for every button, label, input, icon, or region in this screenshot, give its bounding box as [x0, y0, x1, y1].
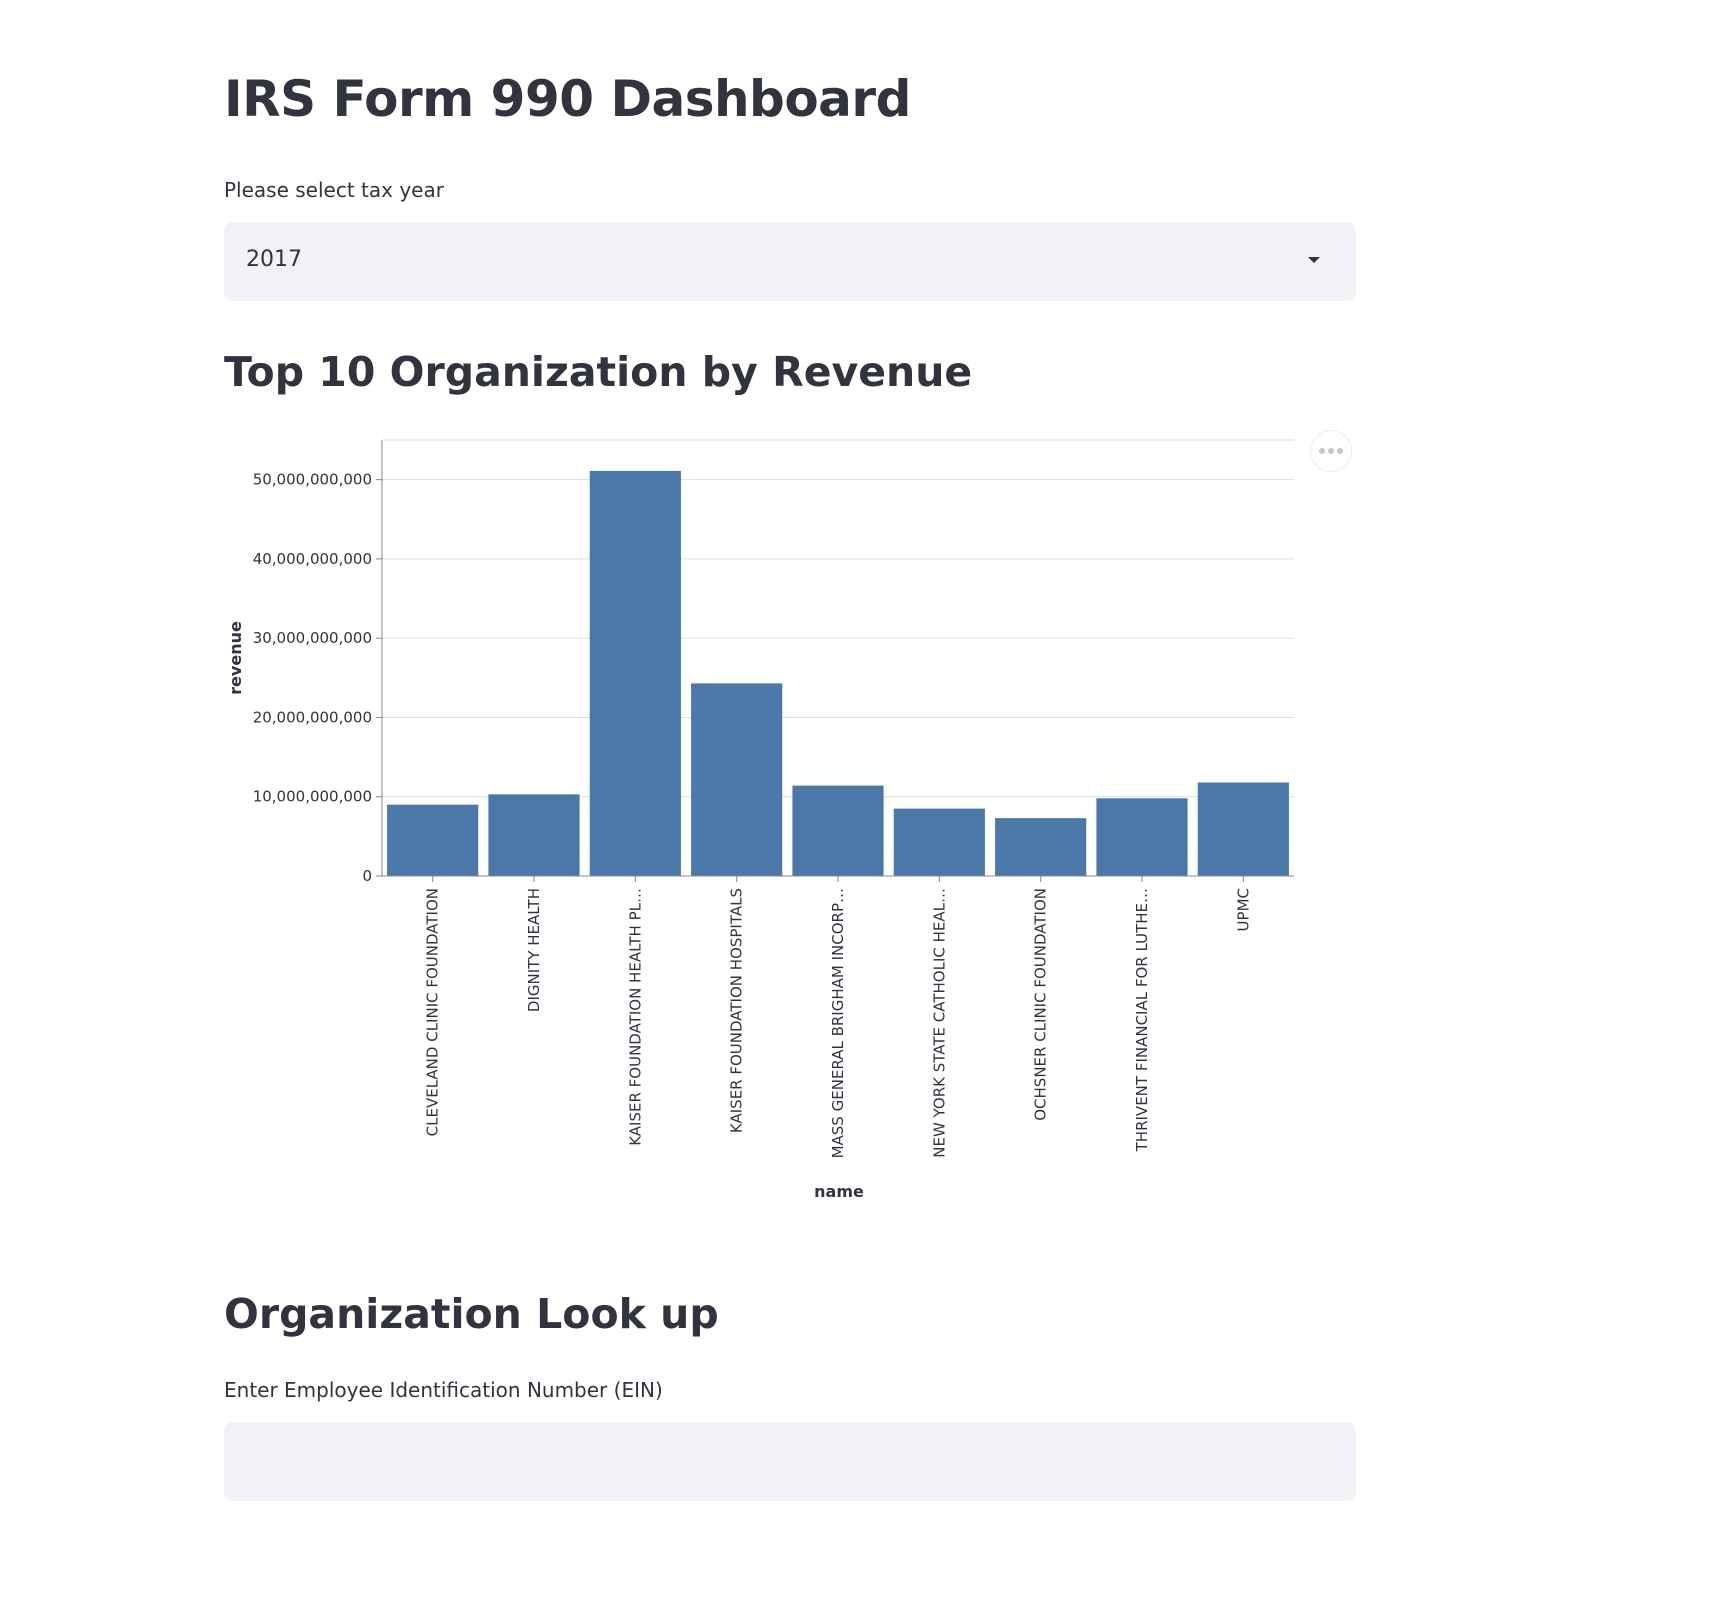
bar[interactable]: [893, 808, 985, 876]
y-tick-label: 30,000,000,000: [253, 629, 372, 647]
more-horizontal-icon: [1319, 448, 1325, 454]
bar[interactable]: [387, 804, 479, 876]
revenue-bar-chart: 0 10,000,000,000 20,000,000,000 30,000,000,…: [226, 439, 1294, 1201]
tax-year-label: Please select tax year: [224, 178, 444, 202]
chart-menu-button[interactable]: [1310, 430, 1352, 472]
bar[interactable]: [589, 470, 681, 876]
bar[interactable]: [1096, 798, 1188, 876]
lookup-section-title: Organization Look up: [224, 1290, 719, 1338]
y-tick-label: 10,000,000,000: [253, 788, 372, 806]
caret-down-icon: [1308, 257, 1320, 263]
bar[interactable]: [995, 818, 1087, 876]
x-tick-label: KAISER FOUNDATION HOSPITALS: [728, 888, 746, 1133]
x-axis-title: name: [814, 1182, 864, 1201]
ein-label: Enter Employee Identification Number (EI…: [224, 1378, 663, 1402]
y-tick-label: 20,000,000,000: [253, 708, 372, 726]
y-tick-label: 50,000,000,000: [253, 471, 372, 489]
tax-year-selected-value: 2017: [246, 247, 302, 272]
x-tick-label: DIGNITY HEALTH: [525, 888, 543, 1012]
x-tick-label: OCHSNER CLINIC FOUNDATION: [1032, 888, 1050, 1121]
bar[interactable]: [488, 794, 580, 876]
y-axis-title: revenue: [226, 621, 245, 695]
x-tick-label: KAISER FOUNDATION HEALTH PL…: [626, 888, 644, 1146]
more-horizontal-icon-dot: [1337, 448, 1343, 454]
more-horizontal-icon-dot: [1328, 448, 1334, 454]
y-tick-label: 0: [362, 867, 372, 885]
ein-input[interactable]: [224, 1422, 1356, 1501]
bar[interactable]: [792, 785, 884, 876]
y-tick-label: 40,000,000,000: [253, 550, 372, 568]
bar[interactable]: [691, 683, 783, 876]
x-tick-label: THRIVENT FINANCIAL FOR LUTHE…: [1133, 888, 1151, 1152]
x-tick-label: CLEVELAND CLINIC FOUNDATION: [424, 888, 442, 1136]
x-tick-label: MASS GENERAL BRIGHAM INCORP…: [829, 888, 847, 1158]
bar[interactable]: [1197, 782, 1289, 876]
chart-section-title: Top 10 Organization by Revenue: [224, 348, 973, 396]
x-tick-label: UPMC: [1234, 888, 1252, 931]
x-tick-label: NEW YORK STATE CATHOLIC HEAL…: [930, 888, 948, 1158]
page-title: IRS Form 990 Dashboard: [224, 70, 911, 128]
tax-year-select[interactable]: 2017: [224, 222, 1356, 301]
